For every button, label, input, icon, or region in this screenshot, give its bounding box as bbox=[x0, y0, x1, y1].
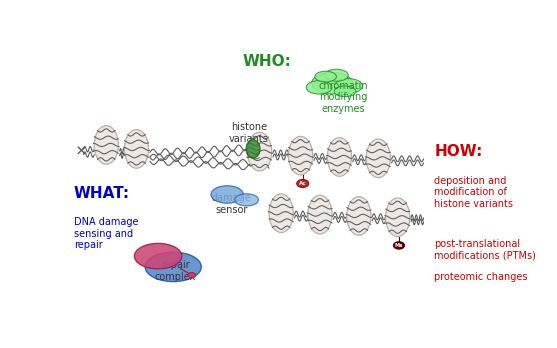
Ellipse shape bbox=[334, 86, 356, 97]
Ellipse shape bbox=[385, 198, 410, 237]
Ellipse shape bbox=[297, 180, 309, 188]
Ellipse shape bbox=[246, 140, 260, 158]
Ellipse shape bbox=[145, 252, 201, 282]
Ellipse shape bbox=[308, 195, 332, 234]
Ellipse shape bbox=[134, 243, 182, 269]
Text: DNA damage
sensing and
repair: DNA damage sensing and repair bbox=[74, 217, 139, 251]
Ellipse shape bbox=[188, 272, 196, 278]
Ellipse shape bbox=[211, 186, 243, 203]
Ellipse shape bbox=[94, 126, 119, 164]
Ellipse shape bbox=[393, 242, 404, 249]
Ellipse shape bbox=[328, 138, 351, 176]
Text: Me: Me bbox=[395, 243, 403, 248]
Text: deposition and
modification of
histone variants: deposition and modification of histone v… bbox=[434, 176, 514, 209]
Ellipse shape bbox=[347, 197, 371, 235]
Ellipse shape bbox=[247, 132, 272, 171]
Text: Ac: Ac bbox=[299, 181, 306, 186]
Text: HOW:: HOW: bbox=[434, 144, 483, 159]
Text: chromatin
modifying
enzymes: chromatin modifying enzymes bbox=[319, 81, 369, 114]
Text: damage
sensor: damage sensor bbox=[212, 193, 251, 215]
Ellipse shape bbox=[315, 71, 336, 82]
Ellipse shape bbox=[325, 69, 348, 81]
Text: post-translational
modifications (PTMs): post-translational modifications (PTMs) bbox=[434, 239, 536, 260]
Text: histone
variants: histone variants bbox=[229, 122, 268, 144]
Ellipse shape bbox=[234, 194, 258, 206]
Ellipse shape bbox=[269, 194, 293, 232]
Text: WHO:: WHO: bbox=[242, 54, 291, 69]
Text: WHAT:: WHAT: bbox=[74, 187, 130, 201]
Text: repair
complex: repair complex bbox=[155, 260, 196, 282]
Ellipse shape bbox=[334, 79, 363, 93]
Ellipse shape bbox=[366, 139, 390, 177]
Ellipse shape bbox=[306, 81, 332, 94]
Ellipse shape bbox=[311, 73, 353, 94]
Ellipse shape bbox=[124, 130, 149, 168]
Text: proteomic changes: proteomic changes bbox=[434, 272, 528, 282]
Ellipse shape bbox=[289, 136, 312, 175]
